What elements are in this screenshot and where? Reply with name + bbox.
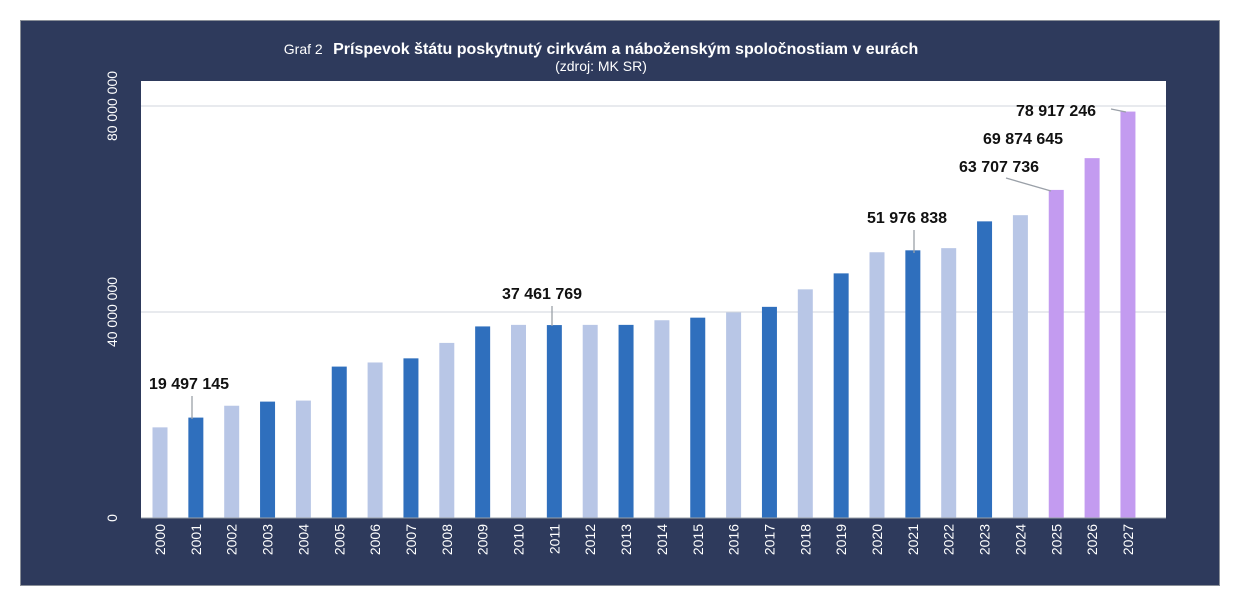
x-tick-label: 2020	[869, 524, 885, 555]
chart-subtitle: (zdroj: MK SR)	[555, 58, 647, 74]
x-tick-label: 2012	[582, 524, 598, 555]
x-tick-label: 2000	[152, 524, 168, 555]
x-tick-label: 2015	[690, 524, 706, 555]
bar-2007	[403, 358, 419, 518]
x-tick-label: 2024	[1012, 524, 1028, 555]
x-tick-label: 2019	[833, 524, 849, 555]
bar-2006	[367, 362, 383, 518]
bar-2025	[1048, 189, 1064, 519]
y-tick-label: 0	[104, 514, 120, 522]
plot-area	[141, 81, 1166, 518]
x-tick-label: 2013	[618, 524, 634, 555]
chart-title-prefix: Graf 2	[284, 41, 323, 57]
bar-2004	[295, 400, 311, 518]
y-tick-label: 80 000 000	[104, 71, 120, 141]
bar-2005	[331, 366, 347, 518]
bar-2023	[977, 221, 993, 519]
x-tick-label: 2014	[654, 524, 670, 555]
bar-chart: Graf 2 Príspevok štátu poskytnutý cirkvá…	[104, 41, 1166, 555]
chart-title-main: Príspevok štátu poskytnutý cirkvám a náb…	[333, 41, 918, 58]
bar-2008	[439, 342, 455, 518]
chart-frame: Graf 2 Príspevok štátu poskytnutý cirkvá…	[20, 20, 1220, 586]
data-label-2001: 19 497 145	[149, 376, 229, 393]
bar-2013	[618, 324, 634, 518]
x-tick-label: 2025	[1048, 524, 1064, 555]
bar-2026	[1084, 158, 1100, 519]
y-tick-label: 40 000 000	[104, 277, 120, 347]
bar-2009	[475, 326, 491, 518]
x-tick-label: 2003	[260, 524, 276, 555]
x-tick-label: 2021	[905, 524, 921, 555]
x-tick-label: 2005	[331, 524, 347, 555]
x-tick-label: 2023	[977, 524, 993, 555]
x-tick-label: 2017	[761, 524, 777, 555]
bar-2010	[511, 324, 526, 518]
bar-2020	[869, 252, 885, 518]
x-tick-label: 2027	[1120, 524, 1136, 555]
x-tick-label: 2002	[224, 524, 240, 555]
bar-2001	[188, 417, 204, 518]
x-tick-label: 2004	[295, 524, 311, 555]
data-label-2021: 51 976 838	[867, 210, 947, 227]
bar-2011	[546, 325, 562, 518]
data-label-2026: 69 874 645	[983, 131, 1063, 148]
bar-2018	[797, 289, 813, 518]
bar-2003	[260, 401, 276, 518]
x-tick-label: 2018	[797, 524, 813, 555]
bar-2019	[833, 273, 849, 518]
x-tick-label: 2009	[475, 524, 491, 555]
x-tick-label: 2008	[439, 524, 455, 555]
x-tick-label: 2010	[511, 524, 527, 555]
x-tick-label: 2006	[367, 524, 383, 555]
bar-2022	[941, 248, 957, 518]
x-tick-label: 2007	[403, 524, 419, 555]
x-tick-label: 2022	[941, 524, 957, 555]
bar-2014	[654, 320, 670, 518]
leader-line-2027	[1110, 108, 1127, 113]
bar-2012	[582, 324, 598, 518]
chart-title: Graf 2 Príspevok štátu poskytnutý cirkvá…	[284, 41, 918, 58]
x-tick-label: 2001	[188, 524, 204, 555]
bar-2002	[224, 405, 240, 518]
x-tick-label: 2016	[726, 524, 742, 555]
data-label-2025: 63 707 736	[959, 159, 1039, 176]
bar-2015	[690, 317, 706, 518]
bar-2021	[905, 250, 921, 519]
bar-2024	[1012, 215, 1028, 518]
leader-line-2025	[1005, 177, 1052, 192]
x-tick-label: 2011	[546, 524, 562, 554]
bar-2017	[761, 306, 777, 518]
bar-2027	[1120, 111, 1136, 519]
data-label-2011: 37 461 769	[502, 286, 582, 303]
bar-2000	[152, 427, 168, 518]
x-tick-label: 2026	[1084, 524, 1100, 555]
bar-2016	[726, 312, 742, 518]
data-label-2027: 78 917 246	[1016, 103, 1096, 120]
